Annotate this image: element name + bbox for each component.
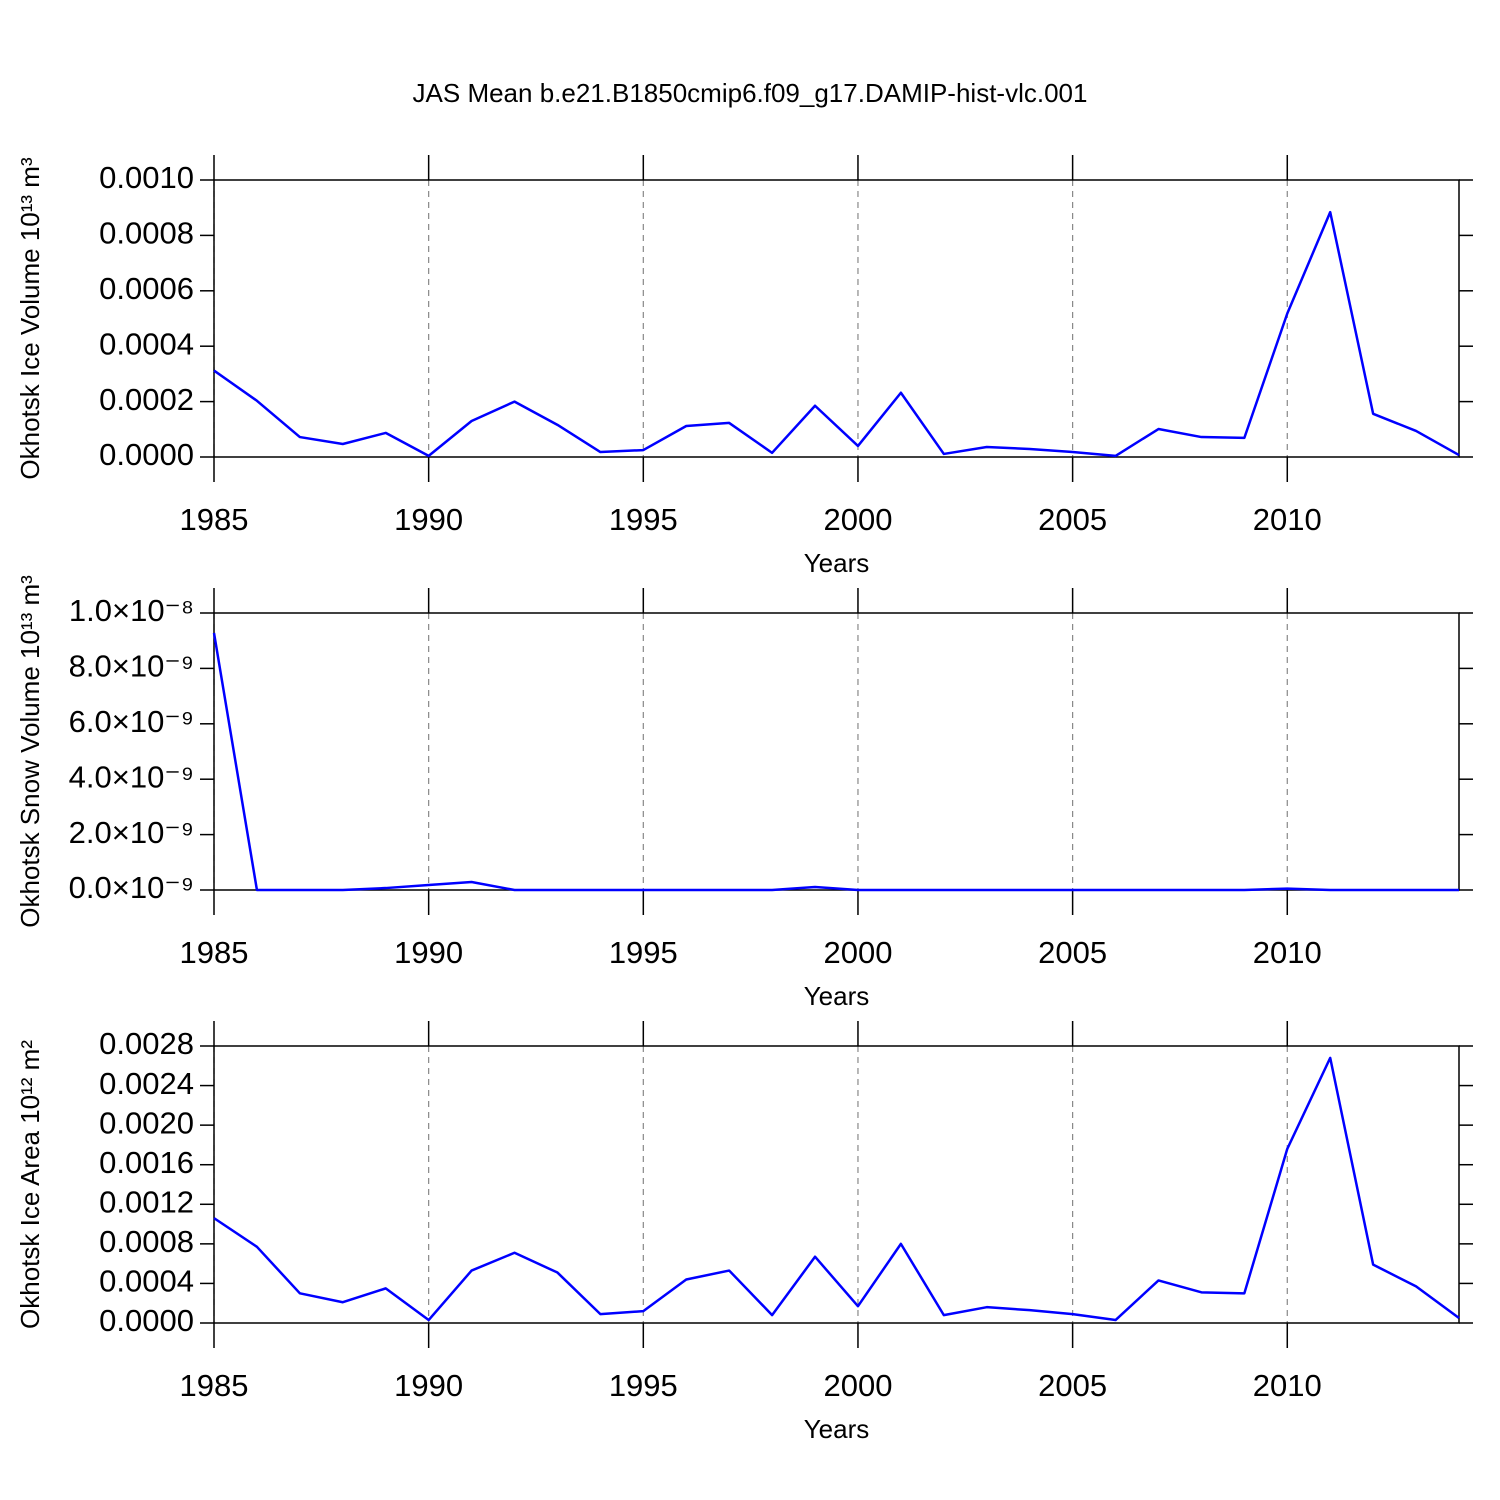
- y-tick-label: 0.0×10⁻⁹: [69, 870, 194, 905]
- x-tick-label: 1990: [394, 502, 463, 537]
- x-axis-label: Years: [804, 548, 870, 578]
- y-tick-label: 0.0000: [99, 437, 194, 472]
- y-tick-label: 1.0×10⁻⁸: [69, 593, 194, 628]
- y-tick-label: 0.0024: [99, 1066, 194, 1101]
- x-tick-label: 2000: [823, 935, 892, 970]
- x-tick-label: 1995: [609, 935, 678, 970]
- x-tick-label: 2010: [1253, 1368, 1322, 1403]
- data-line: [213, 210, 1460, 458]
- x-tick-label: 2005: [1038, 935, 1107, 970]
- x-tick-label: 1995: [609, 502, 678, 537]
- x-tick-label: 1995: [609, 1368, 678, 1403]
- y-tick-label: 8.0×10⁻⁹: [69, 649, 194, 684]
- y-tick-label: 4.0×10⁻⁹: [69, 759, 194, 794]
- y-tick-label: 0.0012: [99, 1184, 194, 1219]
- y-tick-label: 0.0000: [99, 1303, 194, 1338]
- y-tick-label: 0.0008: [99, 216, 194, 251]
- y-axis-label: Okhotsk Ice Area 10¹² m²: [15, 1040, 45, 1329]
- y-tick-label: 0.0004: [99, 326, 194, 361]
- x-tick-label: 2000: [823, 502, 892, 537]
- x-tick-label: 1990: [394, 935, 463, 970]
- x-axis-label: Years: [804, 981, 870, 1011]
- x-tick-label: 2010: [1253, 935, 1322, 970]
- plot-frame: [213, 1045, 1460, 1324]
- y-tick-label: 0.0016: [99, 1145, 194, 1180]
- y-tick-label: 6.0×10⁻⁹: [69, 704, 194, 739]
- x-tick-label: 2010: [1253, 502, 1322, 537]
- x-tick-label: 1985: [180, 1368, 249, 1403]
- y-tick-label: 0.0010: [99, 160, 194, 195]
- plot-frame: [213, 179, 1460, 458]
- x-axis-label: Years: [804, 1414, 870, 1444]
- y-tick-label: 0.0004: [99, 1264, 194, 1299]
- y-tick-label: 0.0020: [99, 1105, 194, 1140]
- x-tick-label: 2000: [823, 1368, 892, 1403]
- plot-frame: [213, 612, 1460, 891]
- x-tick-label: 2005: [1038, 502, 1107, 537]
- x-tick-label: 1990: [394, 1368, 463, 1403]
- data-line: [213, 1056, 1460, 1322]
- x-tick-label: 1985: [180, 502, 249, 537]
- x-tick-label: 1985: [180, 935, 249, 970]
- y-axis-label: Okhotsk Ice Volume 10¹³ m³: [15, 157, 45, 480]
- y-tick-label: 0.0008: [99, 1224, 194, 1259]
- data-line: [212, 632, 1459, 892]
- y-tick-label: 0.0028: [99, 1026, 194, 1061]
- y-tick-label: 0.0006: [99, 271, 194, 306]
- y-tick-label: 0.0002: [99, 382, 194, 417]
- chart-title: JAS Mean b.e21.B1850cmip6.f09_g17.DAMIP-…: [413, 78, 1088, 108]
- y-tick-label: 2.0×10⁻⁹: [69, 815, 194, 850]
- x-tick-label: 2005: [1038, 1368, 1107, 1403]
- y-axis-label: Okhotsk Snow Volume 10¹³ m³: [15, 575, 45, 928]
